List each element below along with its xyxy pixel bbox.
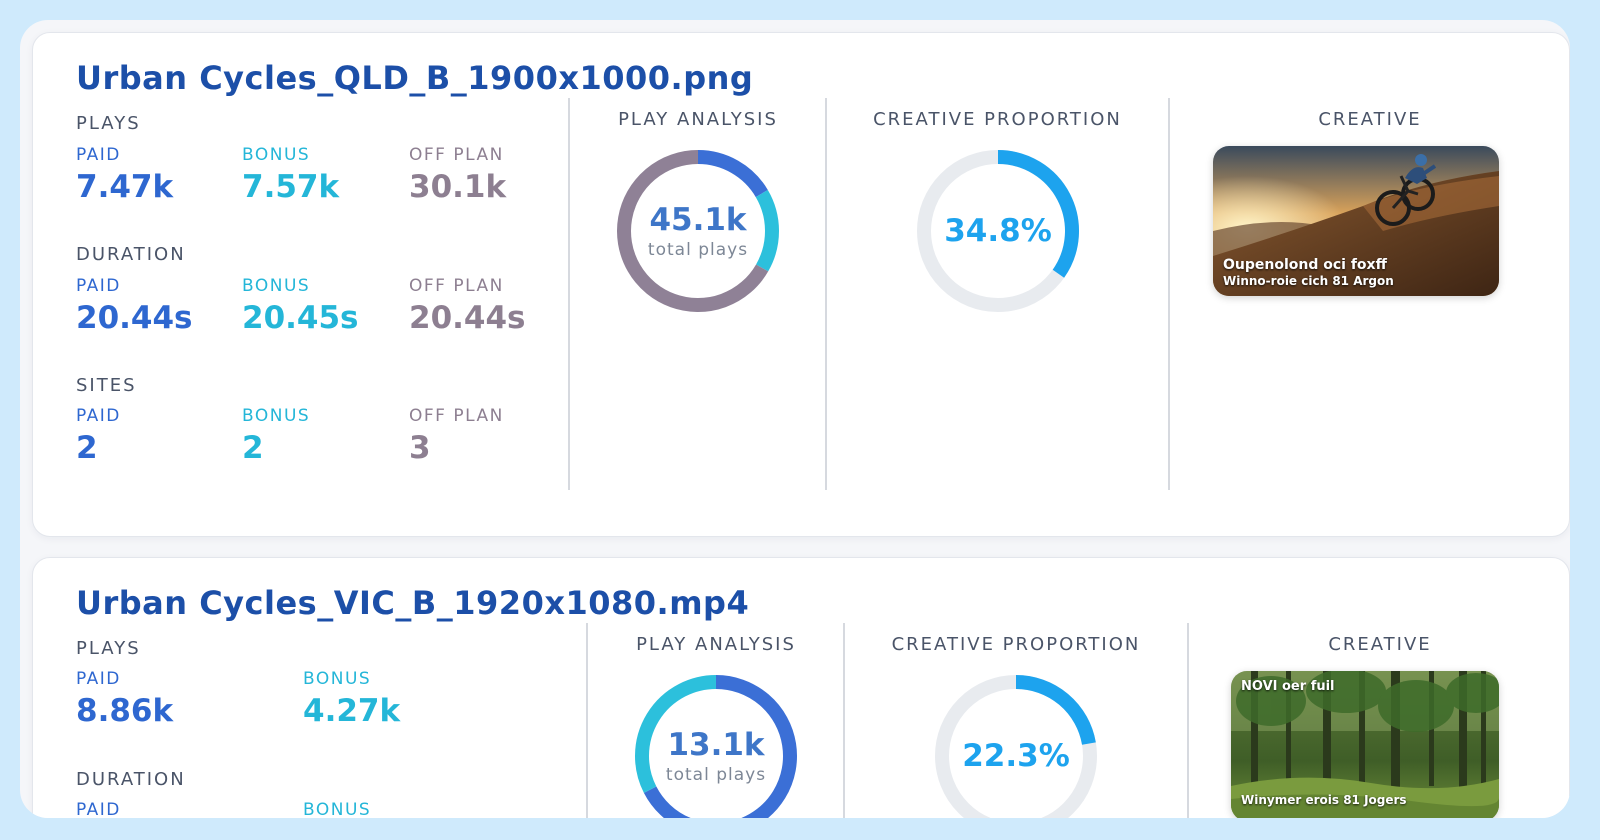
creative-proportion-value: 22.3% xyxy=(962,738,1070,774)
total-plays-label: total plays xyxy=(665,765,767,785)
donut-center: 22.3% xyxy=(931,671,1101,818)
duration-section-label: DURATION xyxy=(76,769,186,790)
creative-caption-line1: Oupenolond oci foxff xyxy=(1223,257,1387,273)
total-plays-label: total plays xyxy=(647,240,749,260)
proportion-arc xyxy=(1015,675,1096,745)
plays-offplan-value: 30.1k xyxy=(409,169,507,205)
plays-section-label: PLAYS xyxy=(76,638,141,659)
creative-heading: CREATIVE xyxy=(1318,109,1422,130)
sites-paid-label: PAID xyxy=(76,406,121,426)
duration-offplan-label: OFF PLAN xyxy=(409,276,504,296)
duration-paid: PAID xyxy=(76,800,121,818)
duration-bonus-label: BONUS xyxy=(242,276,311,296)
creative-card: Urban Cycles_VIC_B_1920x1080.mp4 PLAYS P… xyxy=(32,557,1570,818)
donut-center: 13.1k total plays xyxy=(631,671,801,818)
sites-bonus-label: BONUS xyxy=(242,406,311,426)
duration-paid: PAID 20.44s xyxy=(76,276,193,336)
creative-heading: CREATIVE xyxy=(1328,634,1432,655)
play-analysis-donut: 45.1k total plays xyxy=(613,146,783,316)
creative-title: Urban Cycles_VIC_B_1920x1080.mp4 xyxy=(76,584,750,622)
column-divider xyxy=(825,98,827,490)
play-analysis-donut: 13.1k total plays xyxy=(631,671,801,818)
column-divider xyxy=(1187,623,1189,818)
total-plays-value: 45.1k xyxy=(649,202,747,238)
donut-segment-bonus xyxy=(755,189,779,272)
duration-offplan: OFF PLAN 20.44s xyxy=(409,276,526,336)
duration-bonus: BONUS xyxy=(303,800,371,818)
plays-offplan-label: OFF PLAN xyxy=(409,145,504,165)
forest-image xyxy=(1231,671,1499,818)
play-analysis-heading: PLAY ANALYSIS xyxy=(618,109,778,130)
sites-offplan: OFF PLAN 3 xyxy=(409,406,504,466)
duration-section-label: DURATION xyxy=(76,244,186,265)
plays-bonus-value: 7.57k xyxy=(242,169,340,205)
duration-bonus-value: 20.45s xyxy=(242,300,359,336)
plays-paid-value: 7.47k xyxy=(76,169,174,205)
creative-caption-top: NOVI oer fuil xyxy=(1241,679,1335,694)
plays-bonus: BONUS 4.27k xyxy=(303,669,400,729)
duration-bonus: BONUS 20.45s xyxy=(242,276,359,336)
donut-center: 34.8% xyxy=(913,146,1083,316)
proportion-arc xyxy=(997,150,1079,278)
plays-paid-value: 8.86k xyxy=(76,693,174,729)
plays-paid: PAID 7.47k xyxy=(76,145,173,205)
column-divider xyxy=(568,98,570,490)
donut-center: 45.1k total plays xyxy=(613,146,783,316)
plays-paid: PAID 8.86k xyxy=(76,669,173,729)
plays-bonus-value: 4.27k xyxy=(303,693,401,729)
duration-paid-label: PAID xyxy=(76,276,121,296)
donut-segment-paid xyxy=(643,675,797,818)
creative-card: Urban Cycles_QLD_B_1900x1000.png PLAYS P… xyxy=(32,32,1570,537)
creative-thumbnail[interactable]: Oupenolond oci foxff Winno-roie cich 81 … xyxy=(1213,146,1499,296)
sites-paid-value: 2 xyxy=(76,430,98,466)
sites-section-label: SITES xyxy=(76,375,137,396)
plays-offplan: OFF PLAN 30.1k xyxy=(409,145,506,205)
plays-paid-label: PAID xyxy=(76,669,121,689)
cyclist-figure xyxy=(1375,154,1437,226)
play-analysis-chart xyxy=(617,150,779,312)
duration-bonus-label: BONUS xyxy=(303,800,372,818)
plays-bonus-label: BONUS xyxy=(242,145,311,165)
sites-bonus-value: 2 xyxy=(242,430,264,466)
creative-proportion-donut: 22.3% xyxy=(931,671,1101,818)
creative-proportion-donut: 34.8% xyxy=(913,146,1083,316)
creative-thumbnail[interactable]: NOVI oer fuil Winymer erois 81 Jogers xyxy=(1231,671,1499,818)
creative-proportion-heading: CREATIVE PROPORTION xyxy=(891,634,1141,655)
total-plays-value: 13.1k xyxy=(667,727,765,763)
sites-offplan-label: OFF PLAN xyxy=(409,406,504,426)
duration-paid-value: 20.44s xyxy=(76,300,193,336)
sites-paid: PAID 2 xyxy=(76,406,121,466)
donut-segment-bonus xyxy=(635,675,717,793)
mountain-bike-image xyxy=(1213,146,1499,296)
column-divider xyxy=(586,623,588,818)
duration-paid-label: PAID xyxy=(76,800,121,818)
plays-bonus-label: BONUS xyxy=(303,669,372,689)
plays-bonus: BONUS 7.57k xyxy=(242,145,339,205)
column-divider xyxy=(1168,98,1170,490)
duration-offplan-value: 20.44s xyxy=(409,300,526,336)
creative-proportion-chart xyxy=(935,675,1097,818)
creative-proportion-heading: CREATIVE PROPORTION xyxy=(873,109,1122,130)
plays-section-label: PLAYS xyxy=(76,113,141,134)
donut-segment-paid xyxy=(697,150,768,198)
donut-segment-off-plan xyxy=(617,150,769,312)
creative-proportion-chart xyxy=(917,150,1079,312)
creative-title: Urban Cycles_QLD_B_1900x1000.png xyxy=(76,59,754,97)
plays-paid-label: PAID xyxy=(76,145,121,165)
creative-proportion-value: 34.8% xyxy=(944,213,1052,249)
play-analysis-chart xyxy=(635,675,797,818)
sites-bonus: BONUS 2 xyxy=(242,406,310,466)
creative-caption-line2: Winno-roie cich 81 Argon xyxy=(1223,274,1394,288)
creative-caption-bottom: Winymer erois 81 Jogers xyxy=(1241,793,1407,807)
column-divider xyxy=(843,623,845,818)
dashboard-frame: Urban Cycles_QLD_B_1900x1000.png PLAYS P… xyxy=(20,20,1570,818)
sites-offplan-value: 3 xyxy=(409,430,431,466)
play-analysis-heading: PLAY ANALYSIS xyxy=(636,634,796,655)
